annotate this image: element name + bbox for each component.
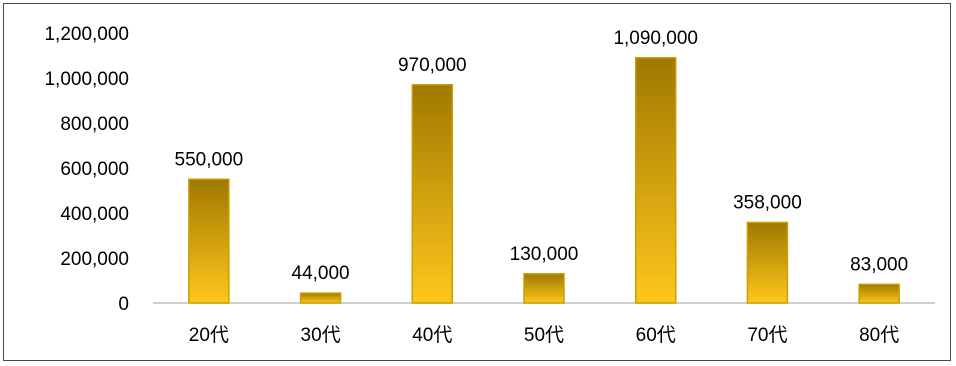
- x-tick-label: 30代: [301, 324, 341, 346]
- data-labels: 550,000 44,000 970,000 130,000 1,090,000 358,…: [175, 28, 909, 284]
- y-tick-label: 600,000: [60, 159, 129, 180]
- data-label: 44,000: [292, 263, 350, 284]
- data-label: 970,000: [398, 55, 467, 76]
- x-tick-label: 60代: [636, 324, 676, 346]
- bar: [858, 283, 900, 304]
- x-tick-label: 40代: [412, 324, 452, 346]
- data-label: 130,000: [510, 244, 579, 265]
- bar: [634, 57, 677, 304]
- y-tick-label: 1,200,000: [44, 24, 129, 45]
- bar-series: [188, 57, 900, 304]
- y-axis-tick-labels: 0 200,000 400,000 600,000 800,000 1,000,000 1,…: [44, 24, 129, 315]
- x-tick-label: 80代: [859, 324, 899, 346]
- y-tick-label: 0: [118, 294, 129, 315]
- data-label: 550,000: [175, 149, 244, 170]
- bar: [523, 273, 565, 304]
- data-label: 83,000: [850, 254, 908, 275]
- x-axis-tick-labels: 20代 30代 40代 50代 60代 70代 80代: [189, 324, 899, 346]
- y-tick-label: 200,000: [60, 249, 129, 270]
- bar: [746, 221, 789, 304]
- x-tick-label: 70代: [747, 324, 787, 346]
- bar: [411, 84, 454, 304]
- data-label: 1,090,000: [613, 28, 698, 49]
- y-tick-label: 1,000,000: [44, 69, 129, 90]
- data-label: 358,000: [733, 192, 802, 213]
- y-tick-label: 800,000: [60, 114, 129, 135]
- x-tick-label: 50代: [524, 324, 564, 346]
- bar: [299, 292, 342, 304]
- bar: [188, 178, 230, 304]
- x-tick-label: 20代: [189, 324, 229, 346]
- y-tick-label: 400,000: [60, 204, 129, 225]
- chart-frame: [3, 3, 951, 361]
